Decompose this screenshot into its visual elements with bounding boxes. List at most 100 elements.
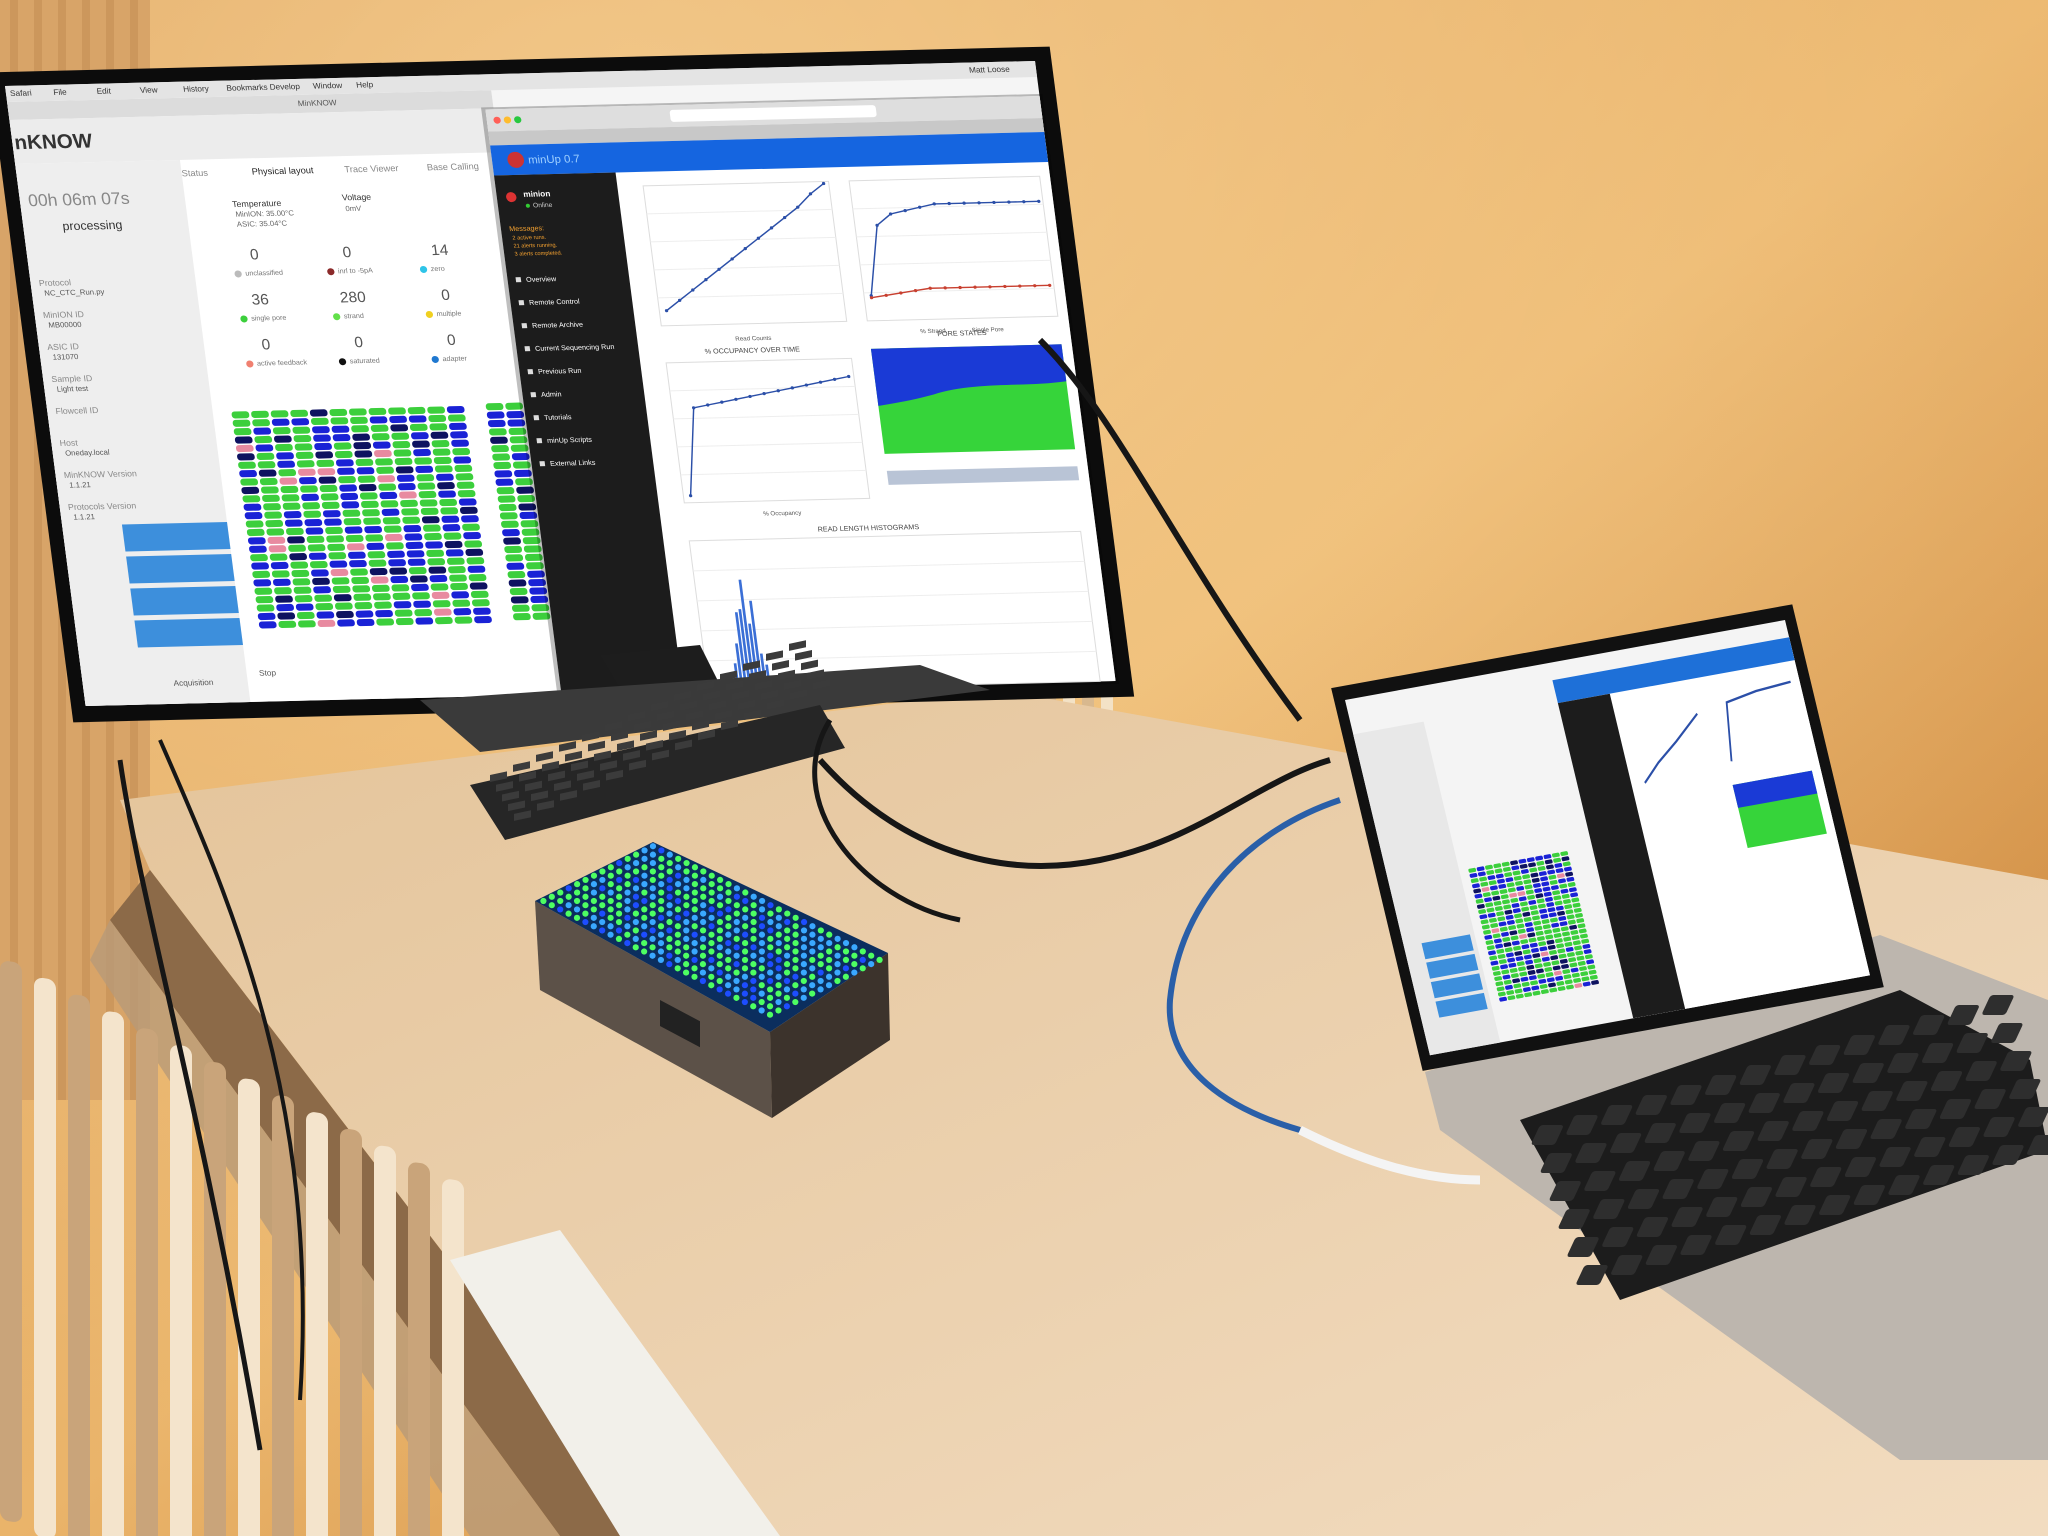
key [1818,1073,1850,1093]
info-value: NC_CTC_Run.py [44,287,105,297]
led [826,956,833,964]
flowcell-channel [451,591,470,599]
nav-icon [524,346,531,352]
laptop-flowcell-channel [1556,873,1565,879]
led [708,931,715,938]
laptop-flowcell-channel [1507,995,1516,1001]
flowcell-channel [407,558,426,566]
flowcell-channel [413,600,431,608]
key [571,760,588,772]
led [868,961,875,968]
led [725,881,732,888]
key [1775,1177,1807,1197]
laptop-flowcell-channel [1501,931,1509,937]
led [716,902,724,909]
menu-item: File [53,88,68,97]
flowcell-channel [388,407,406,415]
led [641,931,648,938]
led [649,893,656,900]
flowcell-channel [358,483,377,492]
flowcell-channel [392,440,411,449]
led [750,893,757,900]
led [842,965,850,972]
flowcell-channel [288,544,306,552]
laptop-flowcell-channel [1504,909,1513,915]
action-button [121,521,231,552]
flowcell-channel [301,493,319,502]
flowcell-channel [298,620,316,628]
nav-item: Admin [541,390,562,398]
state-label: single pore [251,314,287,323]
laptop-flowcell-channel [1538,941,1547,947]
laptop-flowcell-channel [1576,918,1585,924]
led [540,897,547,905]
state-label: strand [343,312,364,320]
app-header [490,131,1049,176]
key [749,670,766,681]
key [537,800,554,811]
flowcell-channel [267,536,286,545]
laptop-flowcell-channel [1573,977,1581,983]
chart-point [913,289,918,293]
led [691,923,698,930]
led [674,931,681,938]
laptop-flowcell-channel [1497,991,1506,997]
led [573,914,581,921]
flowcell-channel [427,406,445,414]
flowcell-channel [406,550,425,558]
led [800,918,808,926]
flowcell-channel [405,541,424,550]
laptop-flowcell-channel [1560,851,1569,857]
led [607,923,614,930]
led [699,935,707,942]
flowcell-channel [511,452,530,461]
flowcell-channel [485,403,504,411]
laptop-flowcell-channel [1496,911,1504,917]
state-dot [431,355,439,363]
laptop-flowcell-channel [1499,889,1508,894]
flowcell-channel [315,602,334,611]
flowcell-channel [430,431,449,439]
led [733,986,740,993]
laptop-flowcell-channel [1513,875,1522,881]
key [1991,1023,2023,1043]
laptop-flowcell-channel [1506,990,1515,995]
laptop-flowcell-channel [1543,961,1551,967]
flowcell-channel [258,621,277,629]
flowcell-channel [529,587,548,595]
flowcell-channel [457,489,476,498]
curtain-fold [34,0,42,1100]
flowcell-channel [256,604,275,612]
laptop-flowcell-channel [1525,959,1533,965]
flowcell-channel [328,552,347,560]
chart-point [869,296,874,300]
flowcell-channel [278,620,297,629]
flowcell-channel [231,411,250,419]
flowcell-channel [379,491,398,500]
led [775,931,782,938]
key [1992,1145,2024,1165]
laptop-flowcell-channel [1566,984,1574,990]
led [784,910,791,917]
laptop-flowcell-channel [1527,970,1536,975]
led [599,910,606,917]
laptop-flowcell-channel [1563,936,1572,942]
chart-point [1018,284,1022,288]
run-timer: 00h 06m 07s [27,188,131,210]
led [632,893,640,900]
led [708,889,715,896]
laptop-flowcell-channel [1551,852,1560,858]
key [1688,1141,1720,1161]
laptop-flowcell-channel [1492,895,1501,901]
laptop-flowcell-channel [1515,918,1524,924]
chart-point [704,278,708,282]
led [733,910,740,917]
led [683,961,690,968]
led [607,914,614,921]
laptop-flowcell-channel [1565,871,1574,877]
laptop-flowcell-channel [1472,883,1480,889]
led [658,889,665,896]
flowcell-channel [415,617,434,625]
led [658,897,665,905]
led [615,927,623,934]
